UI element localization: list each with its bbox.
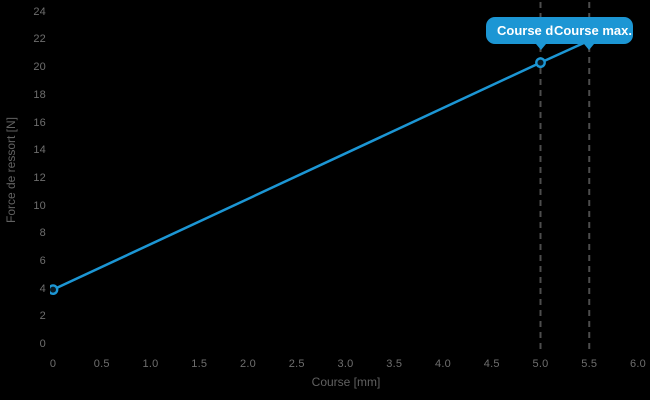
y-tick-label: 8 [39, 227, 46, 240]
y-tick-label: 4 [39, 282, 46, 295]
y-tick-label: 10 [33, 199, 46, 212]
y-tick-label: 14 [33, 144, 46, 157]
x-tick-label: 4.0 [435, 358, 451, 370]
x-tick-label: 1.5 [191, 358, 208, 370]
tooltip-course-de-pointer [535, 44, 546, 50]
data-point-marker [50, 284, 59, 296]
x-tick-label: 3.0 [337, 358, 354, 370]
y-tick-label: 20 [33, 61, 46, 74]
tooltip-course-max: Course max. [553, 17, 633, 50]
y-tick-label: 12 [33, 171, 46, 184]
x-tick-label: 1.0 [142, 358, 159, 370]
x-axis-title: Course [mm] [311, 375, 381, 389]
x-tick-label: 4.5 [483, 358, 500, 370]
x-tick-label: 2.0 [240, 358, 256, 370]
x-tick-label: 6.0 [630, 358, 646, 370]
x-tick-label: 5.0 [532, 358, 549, 370]
y-tick-label: 2 [39, 310, 46, 323]
series-line [52, 39, 590, 291]
x-tick-label: 5.5 [581, 358, 598, 370]
y-tick-label: 18 [33, 88, 46, 101]
tooltip-course-max-label: Course max. [553, 23, 633, 38]
data-point-marker [535, 57, 546, 69]
y-tick-label: 22 [33, 33, 46, 46]
y-tick-label: 24 [33, 5, 46, 18]
y-tick-label: 16 [33, 116, 46, 129]
x-tick-label: 3.5 [386, 358, 403, 370]
tooltip-course-max-pointer [584, 44, 595, 50]
tooltip-course-de-label: Course de [497, 23, 561, 38]
x-tick-label: 0.5 [93, 358, 110, 370]
x-tick-label: 0 [49, 358, 57, 370]
x-tick-label: 2.5 [288, 358, 305, 370]
y-tick-label: 6 [39, 254, 46, 267]
y-tick-label: 0 [39, 338, 46, 350]
